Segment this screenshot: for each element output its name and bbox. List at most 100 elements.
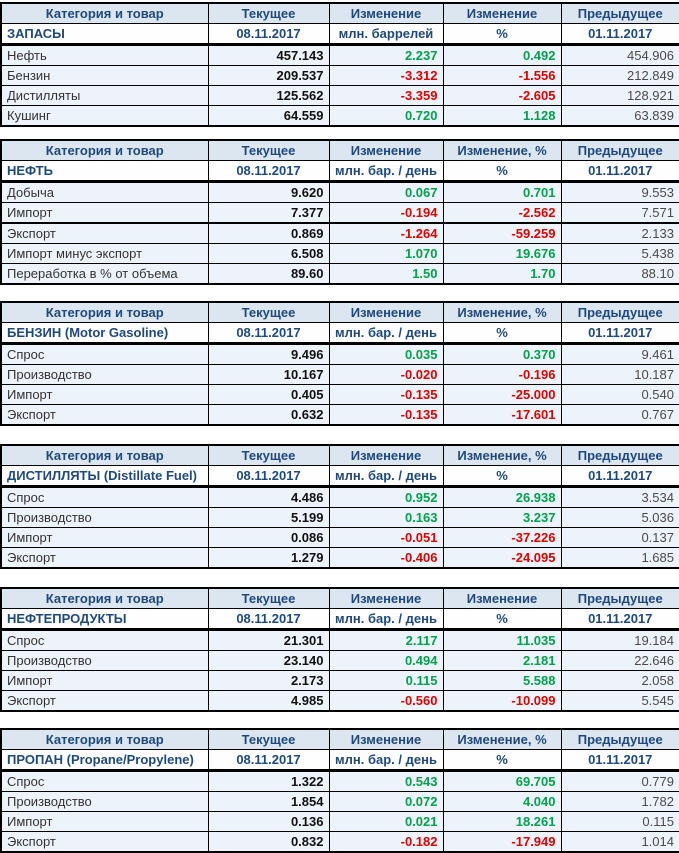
change-value: -1.264	[328, 222, 444, 244]
table-row: Кушинг 64.559 0.720 1.128 63.839	[0, 105, 679, 127]
row-label: Производство	[0, 507, 209, 528]
col-header-change: Изменение	[328, 728, 444, 750]
previous-value: 5.438	[560, 243, 679, 264]
row-label: Производство	[0, 650, 209, 671]
table-crude-oil: Категория и товар Текущее Изменение Изме…	[0, 139, 679, 285]
change-value: 0.021	[328, 811, 444, 832]
current-value: 9.496	[207, 343, 330, 365]
row-label: Экспорт	[0, 547, 209, 569]
change-pct-value: 19.676	[442, 243, 562, 264]
row-label: Экспорт	[0, 690, 209, 712]
previous-date: 01.11.2017	[560, 465, 679, 488]
current-value: 4.985	[207, 690, 330, 712]
previous-value: 3.534	[560, 486, 679, 508]
change-value: -0.406	[328, 547, 444, 569]
change-value: -0.182	[328, 831, 444, 853]
previous-value: 1.685	[560, 547, 679, 569]
subheader-row: НЕФТЬ 08.11.2017 млн. бар. / день % 01.1…	[0, 160, 679, 183]
previous-value: 7.571	[560, 202, 679, 224]
change-pct-value: 69.705	[442, 770, 562, 792]
change-value: 0.115	[328, 670, 444, 691]
previous-value: 0.115	[560, 811, 679, 832]
col-header-change: Изменение	[328, 139, 444, 161]
previous-value: 5.036	[560, 507, 679, 528]
table-row: Добыча 9.620 0.067 0.701 9.553	[0, 181, 679, 203]
header-row: Категория и товар Текущее Изменение Изме…	[0, 587, 679, 609]
row-label: Производство	[0, 364, 209, 385]
previous-value: 0.779	[560, 770, 679, 792]
current-value: 4.486	[207, 486, 330, 508]
change-pct-value: -17.949	[442, 831, 562, 853]
change-value: -0.135	[328, 384, 444, 405]
row-label: Импорт	[0, 384, 209, 405]
subheader-row: ПРОПАН (Propane/Propylene) 08.11.2017 мл…	[0, 749, 679, 772]
table-row: Бензин 209.537 -3.312 -1.556 212.849	[0, 65, 679, 86]
current-value: 0.405	[207, 384, 330, 405]
previous-value: 1.782	[560, 791, 679, 812]
table-row: Переработка в % от объема 89.60 1.50 1.7…	[0, 263, 679, 285]
table-row: Импорт минус экспорт 6.508 1.070 19.676 …	[0, 243, 679, 264]
change-value: 0.067	[328, 181, 444, 203]
col-header-change-pct: Изменение, %	[442, 301, 562, 323]
section-title: ЗАПАСЫ	[0, 23, 209, 46]
change-units: млн. бар. / день	[328, 608, 444, 631]
col-header-current: Текущее	[207, 587, 330, 609]
col-header-change-pct: Изменение	[442, 587, 562, 609]
col-header-category: Категория и товар	[0, 587, 209, 609]
col-header-current: Текущее	[207, 301, 330, 323]
current-value: 1.322	[207, 770, 330, 792]
row-label: Добыча	[0, 181, 209, 203]
change-pct-value: 0.492	[442, 44, 562, 66]
change-pct-value: -59.259	[442, 222, 562, 244]
change-pct-units: %	[442, 465, 562, 488]
previous-value: 88.10	[560, 263, 679, 285]
previous-value: 1.014	[560, 831, 679, 853]
table-row: Спрос 4.486 0.952 26.938 3.534	[0, 486, 679, 508]
row-label: Импорт	[0, 202, 209, 224]
change-units: млн. баррелей	[328, 23, 444, 46]
current-value: 1.279	[207, 547, 330, 569]
table-gasoline: Категория и товар Текущее Изменение Изме…	[0, 301, 679, 426]
current-date: 08.11.2017	[207, 160, 330, 183]
row-label: Дистилляты	[0, 85, 209, 106]
header-row: Категория и товар Текущее Изменение Изме…	[0, 301, 679, 323]
current-value: 21.301	[207, 629, 330, 651]
change-value: 1.50	[328, 263, 444, 285]
section-title: БЕНЗИН (Motor Gasoline)	[0, 322, 209, 345]
change-units: млн. бар. / день	[328, 160, 444, 183]
previous-date: 01.11.2017	[560, 23, 679, 46]
change-value: -0.194	[328, 202, 444, 224]
change-pct-value: -2.605	[442, 85, 562, 106]
change-value: 2.237	[328, 44, 444, 66]
table-row: Нефть 457.143 2.237 0.492 454.906	[0, 44, 679, 66]
previous-date: 01.11.2017	[560, 608, 679, 631]
change-value: 0.035	[328, 343, 444, 365]
table-row: Импорт 0.405 -0.135 -25.000 0.540	[0, 384, 679, 405]
col-header-category: Категория и товар	[0, 139, 209, 161]
change-pct-units: %	[442, 23, 562, 46]
change-pct-value: 0.370	[442, 343, 562, 365]
change-pct-value: 11.035	[442, 629, 562, 651]
col-header-change: Изменение	[328, 2, 444, 24]
col-header-category: Категория и товар	[0, 444, 209, 466]
current-date: 08.11.2017	[207, 23, 330, 46]
table-row: Производство 10.167 -0.020 -0.196 10.187	[0, 364, 679, 385]
col-header-category: Категория и товар	[0, 2, 209, 24]
row-label: Экспорт	[0, 404, 209, 426]
change-pct-value: 1.70	[442, 263, 562, 285]
table-row: Импорт 0.136 0.021 18.261 0.115	[0, 811, 679, 832]
current-value: 2.173	[207, 670, 330, 691]
col-header-change-pct: Изменение, %	[442, 728, 562, 750]
row-label: Импорт	[0, 670, 209, 691]
current-value: 10.167	[207, 364, 330, 385]
current-value: 0.632	[207, 404, 330, 426]
col-header-current: Текущее	[207, 139, 330, 161]
row-label: Нефть	[0, 44, 209, 66]
row-label: Производство	[0, 791, 209, 812]
change-pct-value: 5.588	[442, 670, 562, 691]
change-value: -3.312	[328, 65, 444, 86]
table-petroleum-products: Категория и товар Текущее Изменение Изме…	[0, 587, 679, 712]
previous-value: 22.646	[560, 650, 679, 671]
table-row: Экспорт 0.632 -0.135 -17.601 0.767	[0, 404, 679, 426]
previous-value: 128.921	[560, 85, 679, 106]
